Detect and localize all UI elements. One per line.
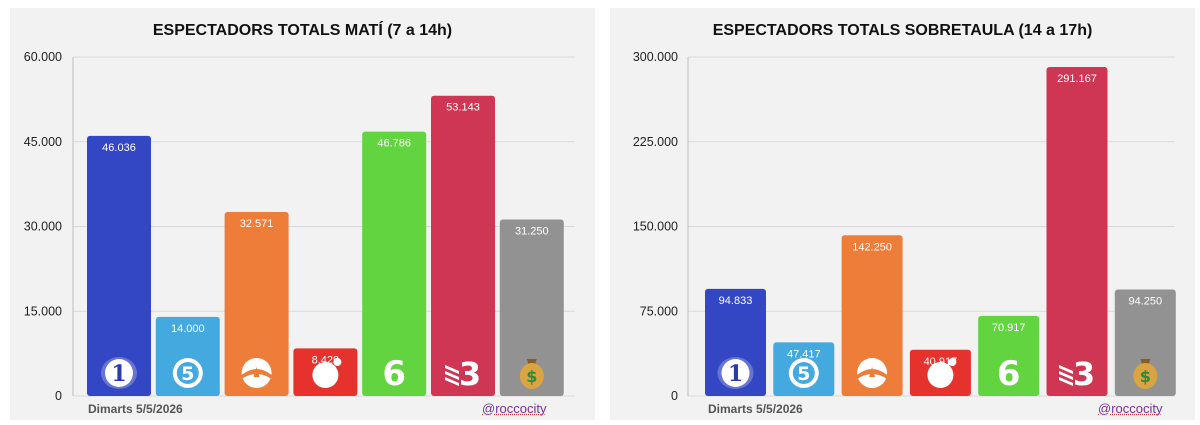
y-tick-label: 150.000 — [633, 220, 678, 234]
chart-title: ESPECTADORS TOTALS SOBRETAULA (14 a 17h) — [712, 22, 1093, 39]
bar-antena-3 — [224, 211, 289, 396]
svg-text:1: 1 — [728, 361, 743, 387]
bar-la-1 — [705, 288, 766, 396]
la1-logo-icon: 1 — [717, 357, 754, 389]
bar-la-1 — [87, 135, 151, 396]
bar-chart-sobretaula: 0 75.000 150.000 225.000 300.000 94.833 1 47.41… — [633, 50, 1176, 403]
money-bag-icon: $ — [519, 359, 544, 389]
y-tick-label: 15.000 — [24, 304, 62, 318]
bar-altres — [1114, 289, 1176, 396]
footer-date: Dimarts 5/5/2026 — [88, 402, 183, 416]
y-tick-label: 30.000 — [24, 220, 62, 234]
chart-panel-sobretaula: ESPECTADORS TOTALS SOBRETAULA (14 a 17h)… — [600, 0, 1200, 425]
bar-value-label: 8.429 — [312, 354, 340, 366]
bar-altres — [499, 219, 564, 396]
telecinco-logo-icon: 5 — [788, 358, 819, 388]
bar-value-label: 46.786 — [377, 138, 411, 150]
bar-value-label: 46.036 — [102, 142, 136, 154]
svg-text:6: 6 — [382, 354, 406, 394]
tv3-logo-icon: 3 — [445, 355, 481, 393]
cuatro-logo-icon — [312, 358, 342, 388]
footer-handle: @roccocity — [1098, 401, 1163, 416]
footer-handle: @roccocity — [482, 401, 547, 416]
bar-value-label: 94.833 — [719, 295, 753, 307]
bar-value-label: 142.250 — [852, 241, 892, 253]
tv3-logo-icon: 3 — [1059, 355, 1095, 393]
y-tick-label: 0 — [55, 389, 62, 403]
bar-value-label: 53.143 — [446, 102, 480, 114]
svg-text:5: 5 — [181, 363, 194, 385]
svg-text:$: $ — [1140, 367, 1151, 386]
svg-text:6: 6 — [997, 354, 1021, 394]
cuatro-logo-icon — [927, 358, 957, 388]
antena3-logo-icon — [241, 358, 272, 388]
bar-lasexta — [362, 131, 427, 396]
bar-lasexta — [978, 315, 1040, 396]
bar-value-label: 40.917 — [924, 356, 958, 368]
svg-text:3: 3 — [459, 355, 481, 393]
y-tick-label: 75.000 — [640, 304, 678, 318]
y-tick-label: 0 — [671, 389, 678, 403]
bar-value-label: 291.167 — [1057, 73, 1097, 85]
lasexta-logo-icon: 6 — [382, 354, 406, 394]
bar-tv3 — [431, 95, 495, 396]
y-tick-label: 45.000 — [24, 135, 62, 149]
bar-value-label: 94.250 — [1128, 295, 1162, 307]
svg-text:$: $ — [526, 367, 537, 386]
bar-value-label: 70.917 — [992, 322, 1026, 334]
footer-date: Dimarts 5/5/2026 — [708, 402, 803, 416]
svg-text:5: 5 — [797, 363, 810, 385]
bar-value-label: 31.250 — [515, 225, 549, 237]
la1-logo-icon: 1 — [101, 357, 137, 389]
svg-text:1: 1 — [111, 361, 126, 387]
chart-panel-mati: ESPECTADORS TOTALS MATÍ (7 a 14h) 0 15.00… — [10, 8, 595, 420]
y-tick-label: 225.000 — [633, 135, 678, 149]
bar-telecinco — [155, 316, 220, 396]
bar-chart-mati: 015.00030.00045.00060.00046.036114.00053… — [24, 50, 575, 403]
bar-value-label: 47.417 — [787, 348, 821, 360]
antena3-logo-icon — [857, 358, 888, 388]
y-tick-label: 300.000 — [633, 50, 678, 64]
svg-text:3: 3 — [1073, 355, 1095, 393]
bar-tv3 — [1046, 66, 1108, 396]
bar-antena-3 — [841, 235, 903, 396]
chart-title: ESPECTADORS TOTALS MATÍ (7 a 14h) — [152, 22, 453, 39]
y-tick-label: 60.000 — [24, 50, 62, 64]
telecinco-logo-icon: 5 — [172, 358, 203, 388]
bar-value-label: 14.000 — [171, 323, 205, 335]
money-bag-icon: $ — [1133, 359, 1158, 389]
bar-value-label: 32.571 — [240, 218, 274, 230]
lasexta-logo-icon: 6 — [997, 354, 1021, 394]
